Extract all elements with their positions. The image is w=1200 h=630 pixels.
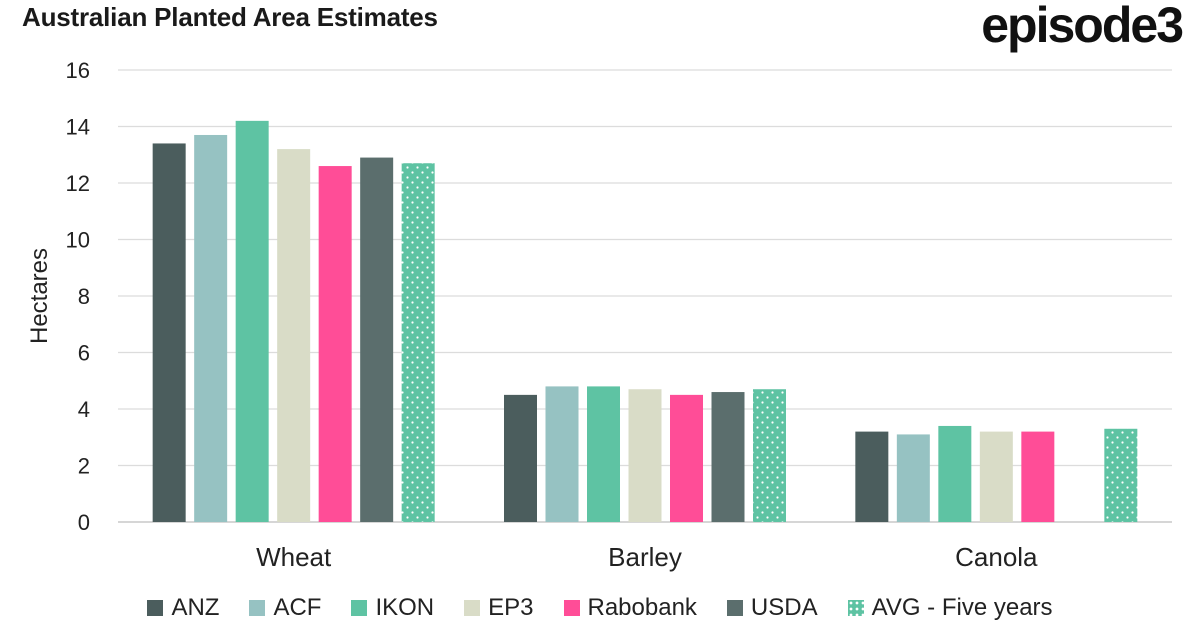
legend-swatch [726, 600, 743, 616]
legend-label: IKON [375, 594, 435, 621]
legend-label: Rabobank [587, 594, 697, 621]
bar-acf-barley [545, 386, 579, 522]
bar-usda-barley [711, 392, 745, 522]
bar-ep3-wheat [277, 149, 311, 522]
legend-item: IKON [351, 594, 434, 622]
y-tick-label: 10 [66, 228, 90, 253]
legend: ANZ ACF IKON EP3 Rabobank USDA AVG - Five year… [0, 594, 1200, 622]
legend-swatch [351, 600, 368, 616]
legend-swatch [147, 600, 164, 616]
brand-logo: episode3 [981, 0, 1184, 53]
bar-ikon-wheat [235, 120, 269, 522]
legend-item: EP3 [464, 594, 534, 622]
legend-label: ANZ [171, 594, 220, 621]
x-category-label: Canola [955, 542, 1038, 572]
y-tick-label: 0 [78, 510, 90, 535]
legend-label: AVG - Five years [871, 594, 1053, 621]
y-tick-label: 2 [78, 454, 90, 479]
bar-usda-wheat [360, 157, 394, 522]
legend-swatch [847, 600, 864, 616]
y-tick-label: 8 [78, 284, 90, 309]
y-tick-label: 6 [78, 341, 90, 366]
bar-ikon-canola [938, 425, 972, 522]
bar-chart: 0 2 4 6 8 10 12 14 16 Hectares Wheat Barley Canola [26, 58, 1172, 572]
bar-acf-wheat [194, 134, 228, 522]
legend-item: AVG - Five years [847, 594, 1053, 622]
y-tick-label: 16 [66, 58, 90, 83]
bar-avg-five-years-canola [1104, 428, 1138, 522]
bar-avg-five-years-wheat [401, 163, 435, 522]
legend-item: ACF [249, 594, 321, 622]
y-tick-label: 12 [66, 171, 90, 196]
axis-labels: 0 2 4 6 8 10 12 14 16 Hectares Wheat Barley Canola [26, 58, 1038, 572]
legend-item: ANZ [147, 594, 219, 622]
y-axis-title: Hectares [26, 248, 53, 344]
bar-ep3-canola [979, 431, 1013, 522]
bar-ikon-barley [587, 386, 620, 522]
x-category-label: Wheat [256, 542, 332, 572]
bar-acf-canola [896, 434, 930, 522]
legend-item: USDA [726, 594, 818, 622]
legend-item: Rabobank [563, 594, 697, 622]
bars [152, 120, 1138, 523]
y-tick-label: 14 [66, 115, 90, 140]
legend-swatch [464, 600, 481, 616]
legend-swatch [563, 600, 580, 616]
bar-ep3-barley [628, 389, 662, 522]
y-tick-label: 4 [78, 397, 90, 422]
bar-rabobank-canola [1021, 431, 1055, 522]
x-category-label: Barley [608, 542, 682, 572]
bar-rabobank-wheat [318, 166, 352, 523]
legend-swatch [249, 600, 266, 616]
legend-label: ACF [273, 594, 322, 621]
legend-label: EP3 [488, 594, 534, 621]
legend-label: USDA [750, 594, 818, 621]
bar-anz-canola [855, 431, 889, 522]
bar-rabobank-barley [670, 394, 703, 522]
bar-anz-wheat [152, 143, 186, 522]
bar-anz-barley [504, 394, 537, 522]
chart-title: Australian Planted Area Estimates [22, 2, 438, 32]
bar-avg-five-years-barley [753, 389, 786, 522]
